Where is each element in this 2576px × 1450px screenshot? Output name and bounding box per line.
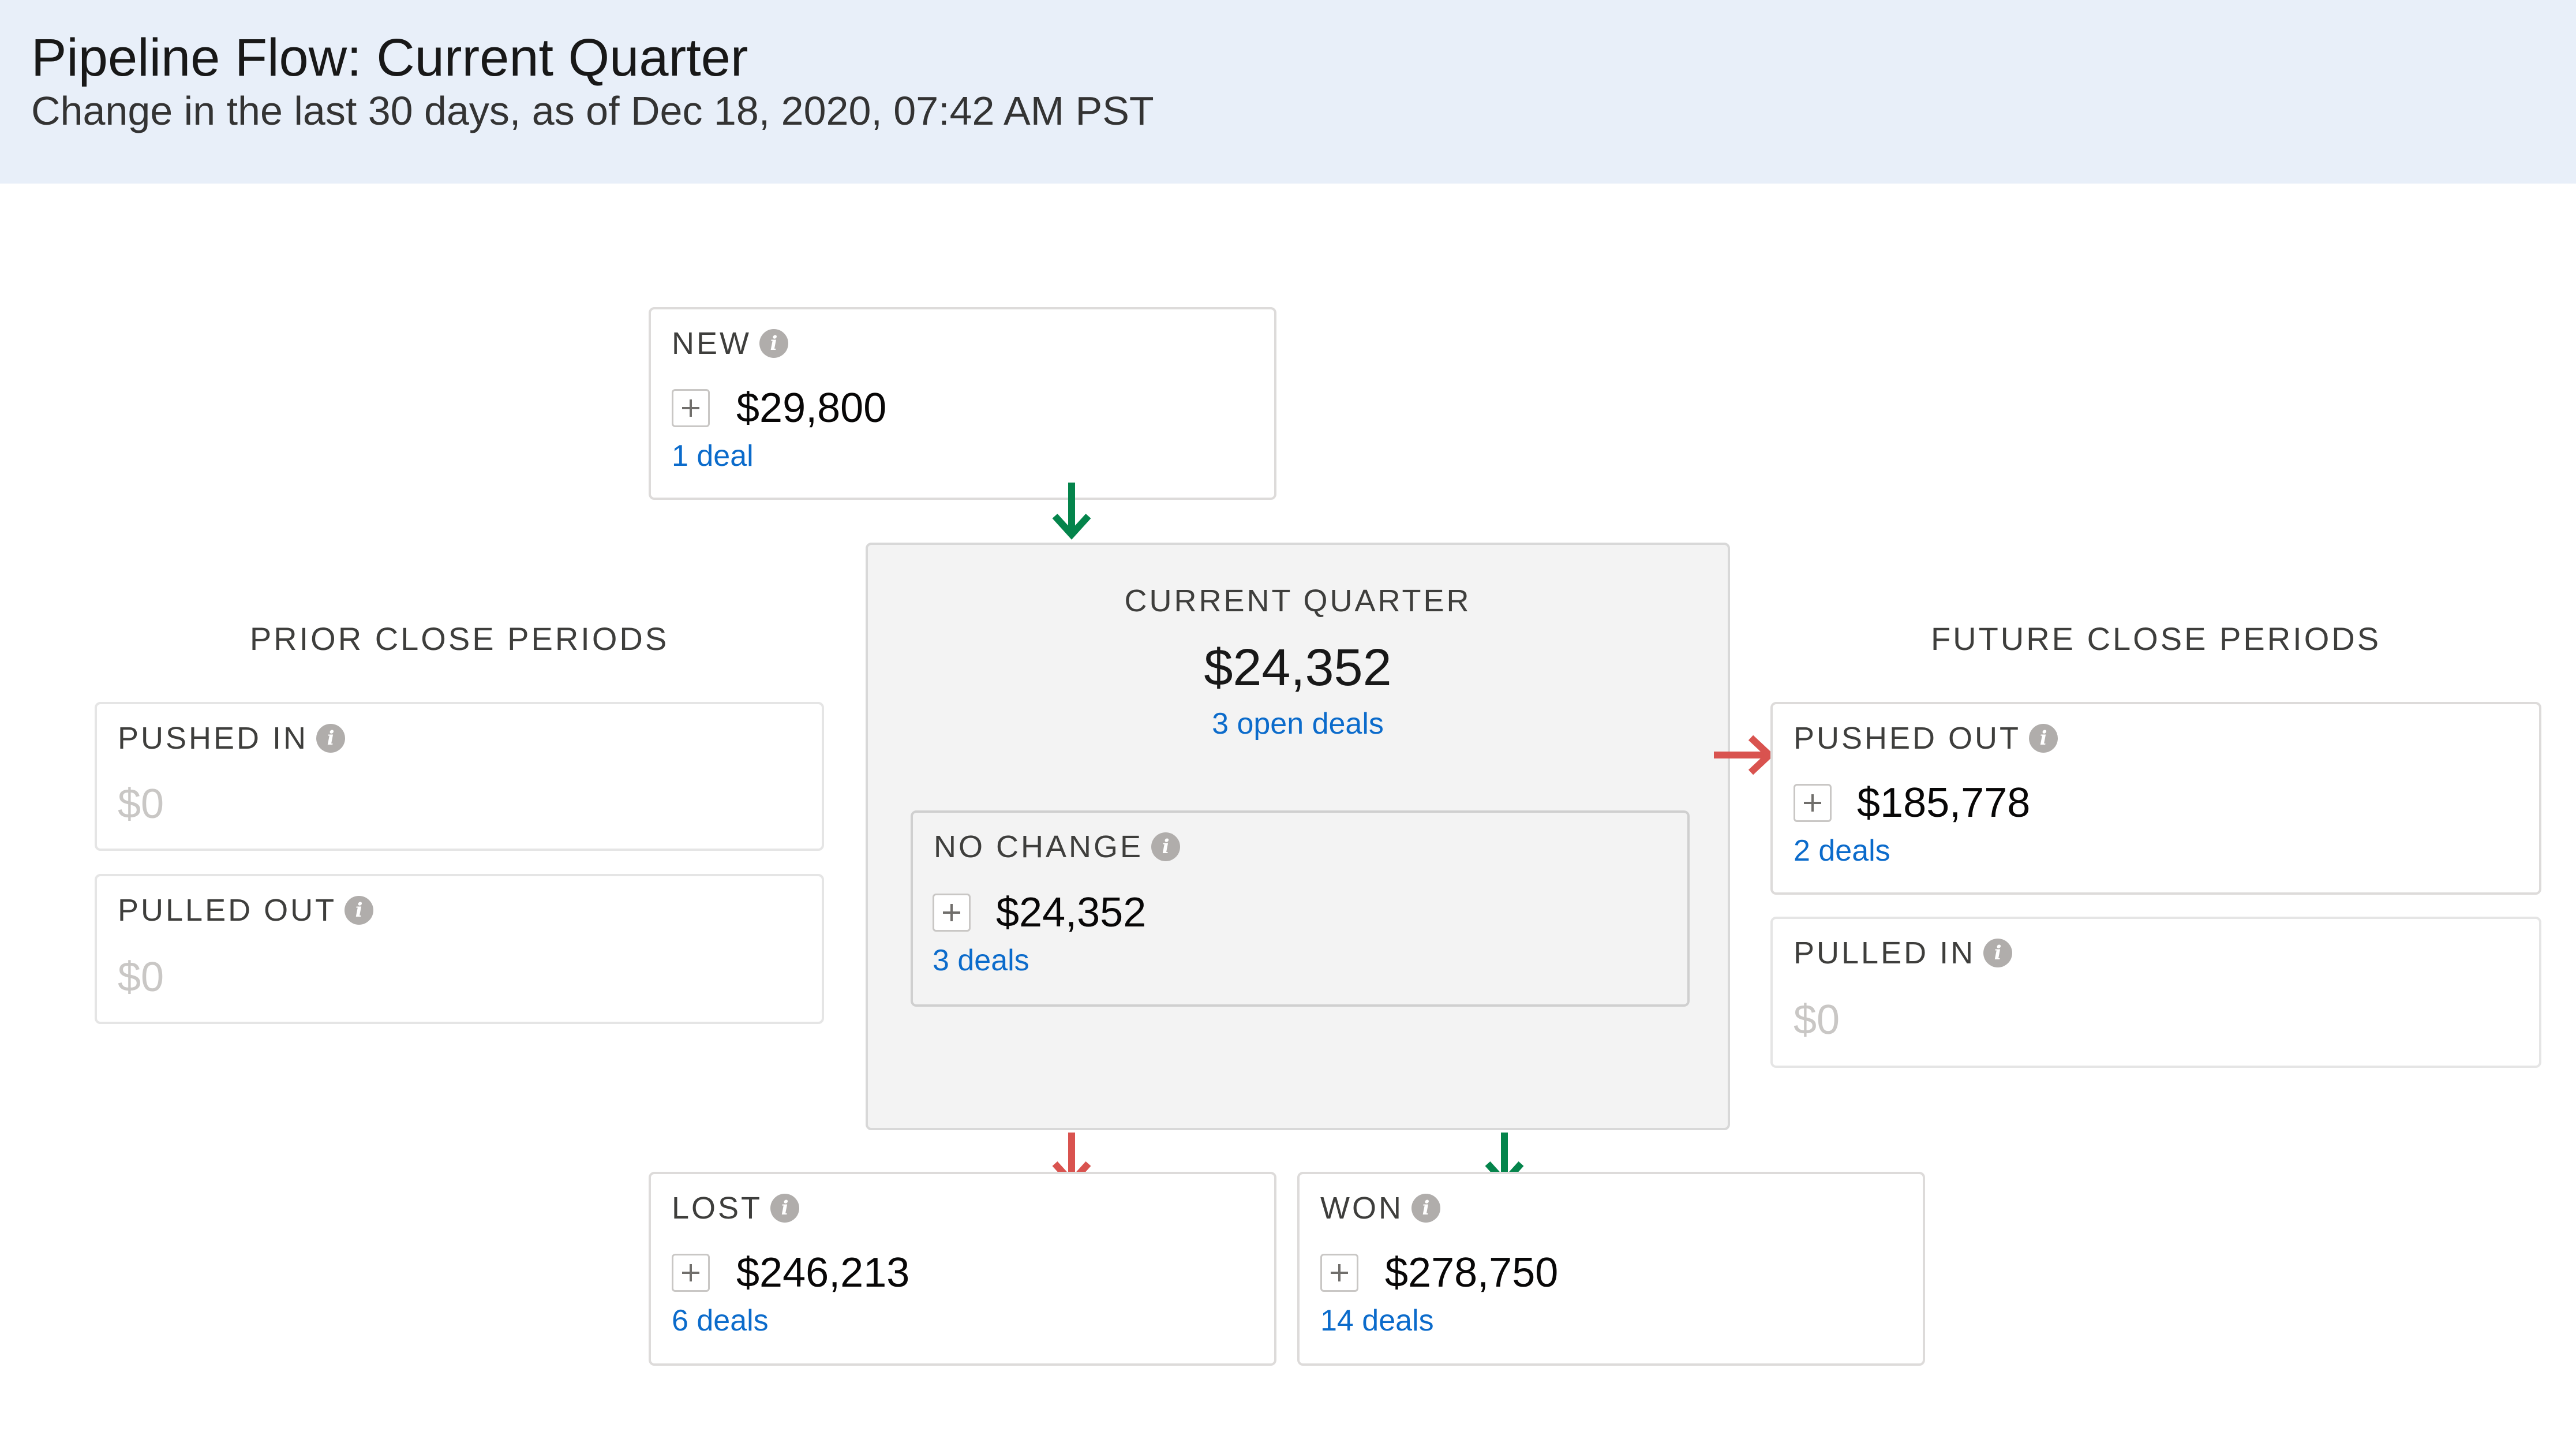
no-change-label-row: NO CHANGE i	[934, 829, 1181, 865]
future-close-periods-heading: FUTURE CLOSE PERIODS	[1930, 621, 2382, 657]
pushed-in-label-row: PUSHED IN i	[118, 720, 346, 756]
page-subtitle: Change in the last 30 days, as of Dec 18…	[31, 88, 1154, 133]
plus-icon[interactable]	[672, 389, 710, 427]
new-deals-link[interactable]: 1 deal	[672, 439, 754, 473]
pushed-in-label: PUSHED IN	[118, 721, 309, 756]
current-quarter-open-deals-link[interactable]: 3 open deals	[1212, 707, 1384, 741]
info-icon[interactable]: i	[759, 329, 788, 358]
header-banner: Pipeline Flow: Current Quarter Change in…	[0, 0, 2576, 184]
plus-icon[interactable]	[1320, 1254, 1358, 1292]
new-label-row: NEW i	[672, 326, 788, 361]
no-change-amount: $24,352	[996, 890, 1147, 936]
new-label: NEW	[672, 326, 751, 361]
pushed-out-deals-link[interactable]: 2 deals	[1794, 834, 1890, 868]
pulled-out-label-row: PULLED OUT i	[118, 892, 374, 928]
info-icon[interactable]: i	[345, 896, 374, 925]
current-quarter-panel: CURRENT QUARTER $24,352 3 open deals NO …	[866, 543, 1730, 1130]
lost-label-row: LOST i	[672, 1190, 800, 1226]
no-change-deals-link[interactable]: 3 deals	[933, 944, 1029, 977]
new-amount: $29,800	[736, 385, 887, 431]
won-amount: $278,750	[1385, 1250, 1559, 1296]
pulled-in-card: PULLED IN i $0	[1770, 917, 2541, 1068]
new-card: NEW i $29,800 1 deal	[649, 307, 1276, 500]
won-label: WON	[1320, 1191, 1403, 1225]
lost-label: LOST	[672, 1191, 763, 1225]
lost-deals-link[interactable]: 6 deals	[672, 1304, 769, 1337]
pulled-out-amount: $0	[118, 954, 164, 1000]
no-change-card: NO CHANGE i $24,352 3 deals	[911, 810, 1690, 1007]
info-icon[interactable]: i	[316, 724, 346, 753]
pushed-in-card: PUSHED IN i $0	[95, 702, 824, 851]
pushed-in-amount: $0	[118, 781, 164, 827]
no-change-label: NO CHANGE	[934, 829, 1144, 864]
info-icon[interactable]: i	[1151, 832, 1181, 861]
won-deals-link[interactable]: 14 deals	[1320, 1304, 1434, 1337]
pushed-out-amount: $185,778	[1857, 780, 2031, 826]
pushed-out-label: PUSHED OUT	[1794, 721, 2021, 756]
current-quarter-amount: $24,352	[1204, 639, 1392, 697]
page-title: Pipeline Flow: Current Quarter	[31, 28, 748, 87]
info-icon[interactable]: i	[1411, 1194, 1440, 1223]
pulled-in-label-row: PULLED IN i	[1794, 935, 2013, 971]
pushed-out-label-row: PUSHED OUT i	[1794, 720, 2058, 756]
pulled-in-amount: $0	[1794, 997, 1840, 1043]
plus-icon[interactable]	[1794, 784, 1832, 822]
info-icon[interactable]: i	[2029, 724, 2058, 753]
won-label-row: WON i	[1320, 1190, 1440, 1226]
arrow-right-icon	[1714, 735, 1774, 775]
current-quarter-label: CURRENT QUARTER	[1124, 584, 1472, 618]
pulled-in-label: PULLED IN	[1794, 936, 1976, 970]
pushed-out-card: PUSHED OUT i $185,778 2 deals	[1770, 702, 2541, 895]
plus-icon[interactable]	[933, 894, 971, 932]
arrow-down-icon	[1052, 483, 1091, 540]
plus-icon[interactable]	[672, 1254, 710, 1292]
pulled-out-card: PULLED OUT i $0	[95, 874, 824, 1024]
info-icon[interactable]: i	[770, 1194, 800, 1223]
prior-close-periods-heading: PRIOR CLOSE PERIODS	[249, 621, 669, 657]
won-card: WON i $278,750 14 deals	[1297, 1172, 1925, 1366]
lost-amount: $246,213	[736, 1250, 910, 1296]
info-icon[interactable]: i	[1983, 939, 2013, 967]
lost-card: LOST i $246,213 6 deals	[649, 1172, 1276, 1366]
pulled-out-label: PULLED OUT	[118, 893, 337, 928]
